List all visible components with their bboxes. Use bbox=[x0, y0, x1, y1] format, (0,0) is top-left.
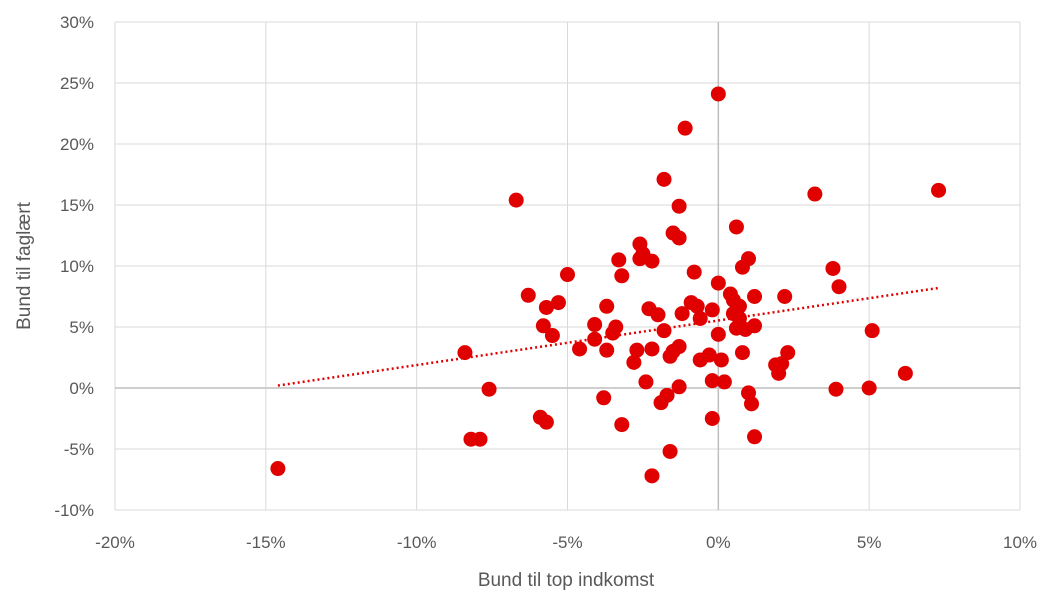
x-tick-label: -10% bbox=[397, 533, 437, 552]
data-point bbox=[644, 253, 660, 269]
y-tick-label: 30% bbox=[60, 13, 94, 32]
data-point bbox=[864, 323, 880, 339]
data-point bbox=[662, 443, 678, 459]
x-tick-label: -5% bbox=[552, 533, 582, 552]
data-point bbox=[608, 319, 624, 335]
y-tick-label: 25% bbox=[60, 74, 94, 93]
data-point bbox=[614, 268, 630, 284]
data-point bbox=[457, 345, 473, 361]
data-point bbox=[270, 461, 286, 477]
y-tick-label: 0% bbox=[69, 379, 94, 398]
x-tick-label: 5% bbox=[857, 533, 882, 552]
data-point bbox=[599, 298, 615, 314]
data-point bbox=[538, 414, 554, 430]
y-tick-label: 15% bbox=[60, 196, 94, 215]
data-point bbox=[731, 298, 747, 314]
data-point bbox=[897, 365, 913, 381]
data-point bbox=[747, 429, 763, 445]
data-point bbox=[629, 342, 645, 358]
data-point bbox=[671, 339, 687, 355]
data-point bbox=[614, 417, 630, 433]
y-tick-label: -5% bbox=[64, 440, 94, 459]
data-point bbox=[710, 86, 726, 102]
data-point bbox=[704, 411, 720, 426]
data-point bbox=[626, 354, 642, 370]
data-point bbox=[710, 275, 726, 291]
data-point bbox=[710, 326, 726, 342]
data-point bbox=[587, 331, 603, 347]
y-tick-labels: -10% -5% 0% 5% 10% 15% 20% 25% 30% bbox=[54, 13, 94, 520]
x-tick-labels: -20% -15% -10% -5% 0% 5% 10% bbox=[95, 533, 1037, 552]
data-point bbox=[831, 279, 847, 295]
data-point bbox=[689, 298, 705, 314]
data-point bbox=[535, 318, 551, 334]
data-point bbox=[704, 302, 720, 318]
data-point bbox=[656, 323, 672, 339]
data-point bbox=[677, 120, 693, 136]
data-point bbox=[716, 374, 732, 390]
data-point bbox=[520, 287, 536, 303]
data-point bbox=[644, 341, 660, 357]
data-point bbox=[728, 219, 744, 235]
data-point bbox=[780, 345, 796, 361]
data-point bbox=[713, 352, 729, 368]
data-point bbox=[550, 295, 566, 311]
data-point bbox=[650, 307, 666, 323]
data-point bbox=[659, 387, 675, 403]
data-point bbox=[701, 347, 717, 363]
data-point bbox=[638, 374, 654, 390]
data-point bbox=[472, 431, 488, 447]
x-tick-label: -20% bbox=[95, 533, 135, 552]
data-point bbox=[734, 345, 750, 361]
data-point bbox=[560, 267, 575, 283]
data-point bbox=[671, 230, 687, 246]
y-tick-label: 20% bbox=[60, 135, 94, 154]
data-point bbox=[596, 390, 612, 406]
data-point bbox=[744, 396, 760, 412]
data-point bbox=[481, 381, 497, 397]
data-point bbox=[731, 310, 747, 326]
data-point bbox=[747, 289, 763, 304]
x-axis-title: Bund til top indkomst bbox=[478, 570, 655, 591]
data-point bbox=[741, 251, 756, 267]
data-point bbox=[656, 171, 672, 187]
gridlines bbox=[114, 21, 1021, 511]
data-point bbox=[686, 264, 702, 280]
y-axis-title: Bund til faglært bbox=[14, 201, 35, 330]
data-point bbox=[807, 186, 823, 202]
data-point bbox=[828, 381, 844, 397]
data-point bbox=[671, 379, 687, 395]
data-point bbox=[572, 341, 588, 357]
y-tick-label: 5% bbox=[69, 318, 94, 337]
data-point bbox=[611, 252, 627, 268]
trendline-line bbox=[277, 286, 939, 387]
data-point bbox=[774, 356, 790, 372]
x-tick-label: -15% bbox=[246, 533, 286, 552]
data-point bbox=[544, 328, 560, 344]
data-point bbox=[747, 318, 763, 334]
data-point bbox=[692, 310, 708, 326]
data-point bbox=[587, 317, 603, 333]
data-point bbox=[704, 373, 720, 389]
data-point bbox=[861, 380, 877, 396]
data-point bbox=[777, 289, 793, 304]
x-tick-label: 0% bbox=[706, 533, 731, 552]
y-tick-label: -10% bbox=[54, 501, 94, 520]
trendline bbox=[277, 286, 939, 387]
data-point bbox=[508, 192, 524, 208]
data-points bbox=[270, 86, 947, 484]
data-point bbox=[644, 468, 660, 484]
x-tick-label: 10% bbox=[1003, 533, 1037, 552]
data-point bbox=[538, 299, 554, 315]
data-point bbox=[671, 198, 687, 214]
data-point bbox=[825, 260, 841, 276]
data-point bbox=[599, 342, 615, 358]
y-tick-label: 10% bbox=[60, 257, 94, 276]
data-point bbox=[931, 182, 947, 198]
data-point bbox=[674, 306, 690, 322]
